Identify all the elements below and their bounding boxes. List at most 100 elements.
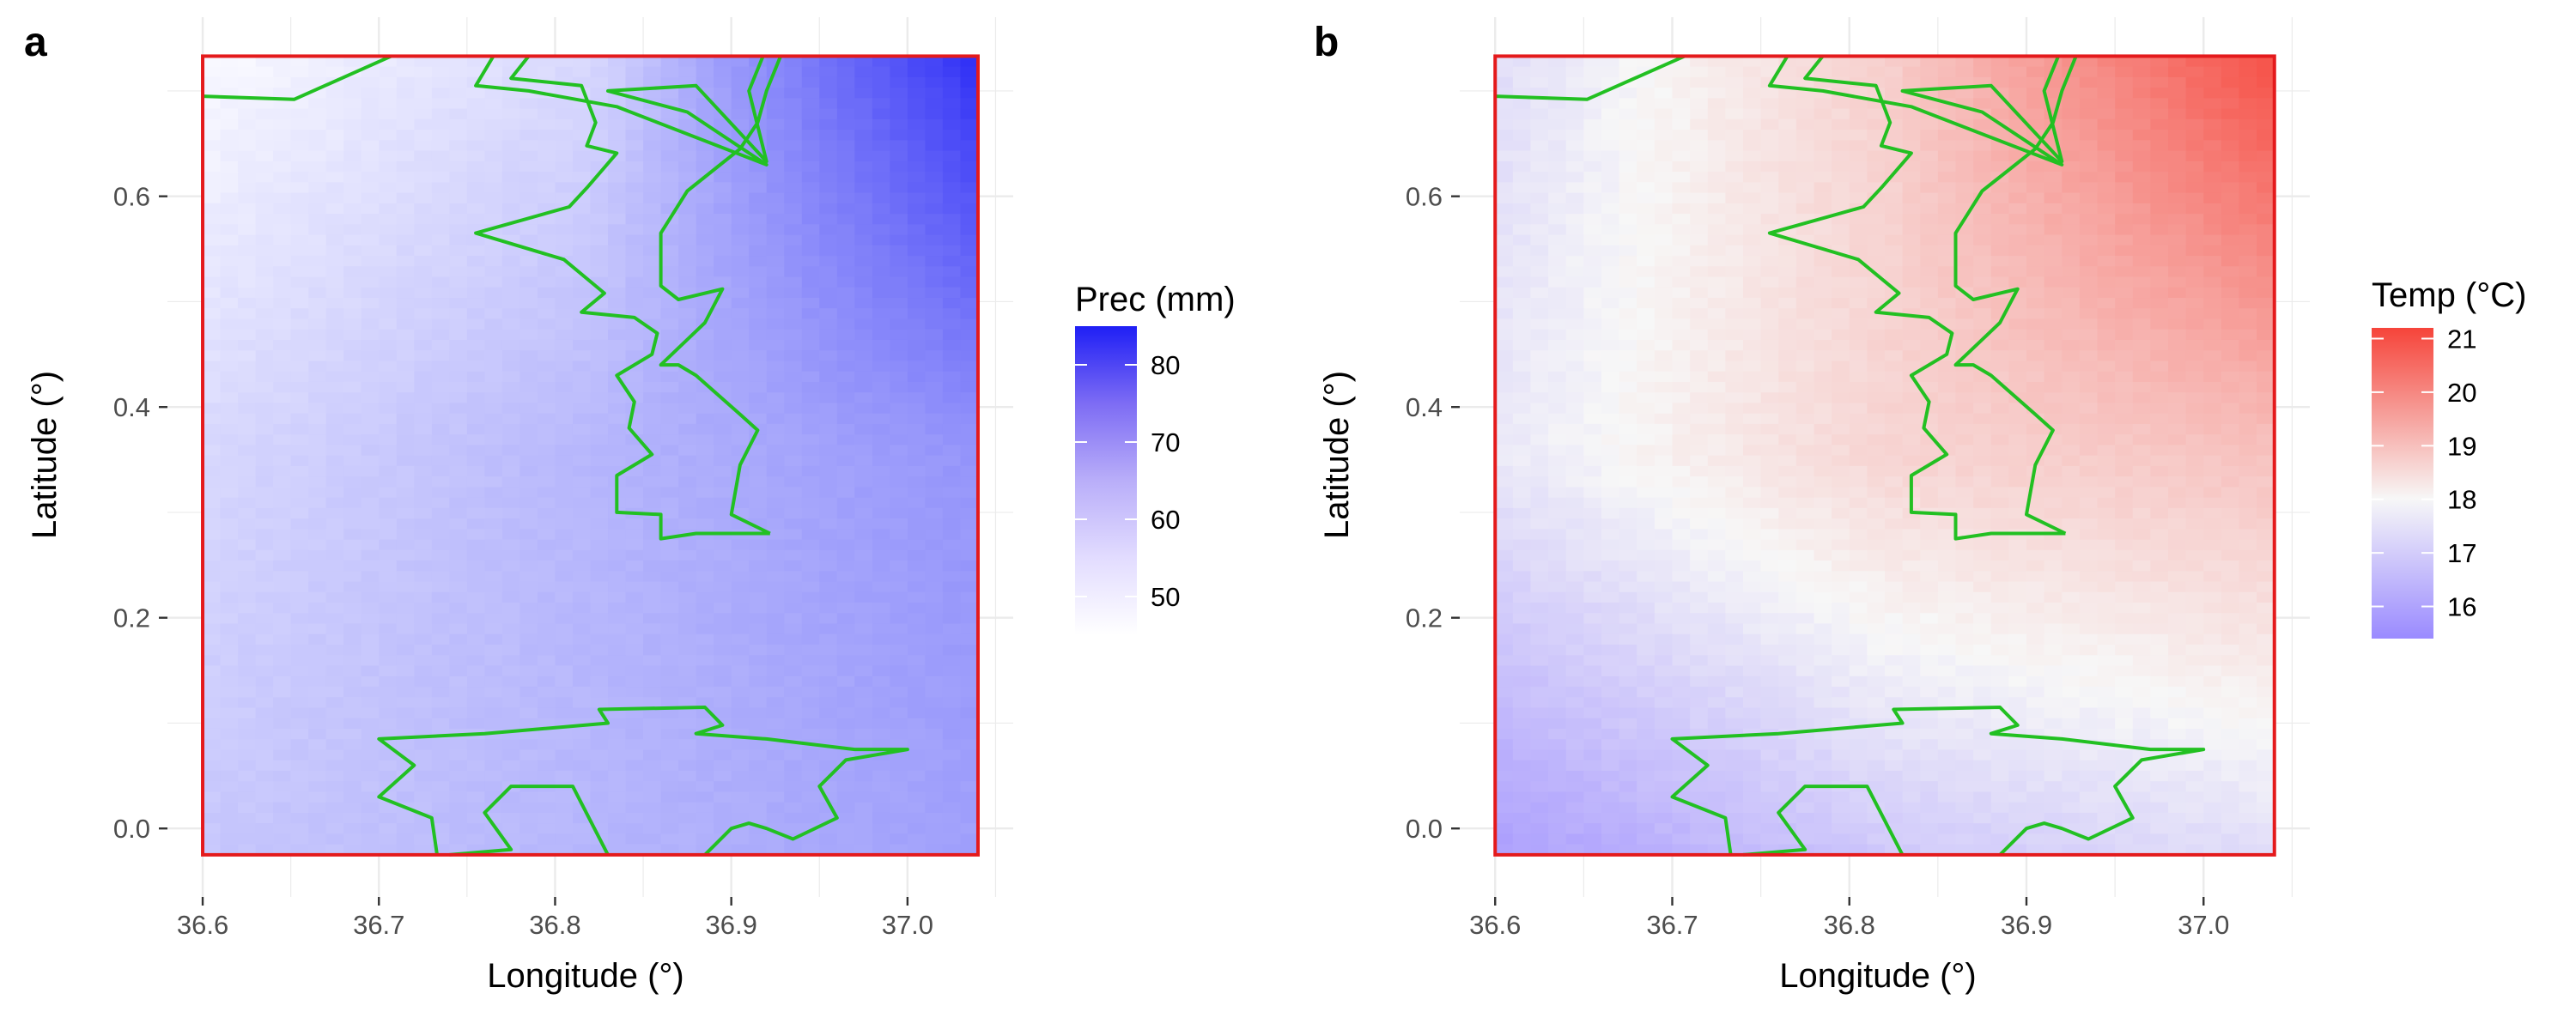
heatmap-cell — [2079, 203, 2099, 215]
heatmap-cell — [2115, 234, 2134, 246]
heatmap-cell — [1690, 392, 1709, 404]
heatmap-cell — [1990, 234, 2009, 246]
heatmap-cell — [1902, 108, 1921, 120]
heatmap-cell — [1690, 108, 1709, 120]
heatmap-cell — [396, 329, 415, 341]
heatmap-cell — [238, 276, 257, 288]
heatmap-cell — [1778, 245, 1797, 257]
heatmap-cell — [1778, 276, 1797, 288]
heatmap-cell — [1565, 287, 1584, 299]
heatmap-cell — [942, 445, 962, 457]
heatmap-cell — [766, 298, 785, 309]
heatmap-cell — [2150, 413, 2169, 425]
heatmap-cell — [484, 423, 503, 435]
heatmap-cell — [1832, 339, 1850, 351]
heatmap-cell — [414, 560, 433, 572]
heatmap-cell — [2257, 266, 2275, 278]
heatmap-cell — [414, 770, 433, 782]
heatmap-cell — [379, 770, 398, 782]
heatmap-cell — [2185, 224, 2204, 236]
heatmap-cell — [2185, 214, 2204, 225]
heatmap-cell — [714, 256, 732, 267]
heatmap-cell — [801, 707, 820, 719]
heatmap-cell — [1583, 318, 1602, 330]
heatmap-cell — [1832, 256, 1850, 267]
heatmap-cell — [325, 591, 344, 603]
heatmap-cell — [925, 413, 944, 425]
heatmap-cell — [872, 802, 890, 814]
heatmap-cell — [449, 392, 468, 404]
heatmap-cell — [1690, 234, 1709, 246]
heatmap-cell — [555, 371, 574, 383]
heatmap-cell — [714, 161, 732, 173]
heatmap-cell — [836, 833, 855, 845]
heatmap-cell — [2044, 224, 2063, 236]
heatmap-cell — [784, 676, 803, 688]
heatmap-cell — [714, 308, 732, 320]
heatmap-cell — [1565, 192, 1584, 204]
heatmap-cell — [678, 88, 697, 99]
heatmap-cell — [519, 623, 538, 635]
heatmap-cell — [1690, 192, 1709, 204]
heatmap-cell — [2062, 329, 2081, 341]
heatmap-cell — [2079, 256, 2099, 267]
heatmap-cell — [714, 697, 732, 709]
heatmap-cell — [572, 287, 592, 299]
heatmap-cell — [238, 833, 257, 845]
heatmap-cell — [590, 434, 609, 446]
heatmap-cell — [872, 234, 890, 246]
heatmap-cell — [1707, 203, 1726, 215]
heatmap-cell — [819, 760, 838, 772]
heatmap-cell — [643, 245, 662, 257]
heatmap-cell — [819, 329, 838, 341]
heatmap-cell — [1885, 88, 1904, 99]
heatmap-cell — [449, 549, 468, 561]
heatmap-cell — [608, 560, 627, 572]
heatmap-cell — [2079, 130, 2099, 141]
heatmap-cell — [2239, 76, 2257, 88]
heatmap-cell — [836, 108, 855, 120]
heatmap-cell — [325, 645, 344, 656]
heatmap-cell — [714, 182, 732, 194]
heatmap-cell — [220, 665, 239, 677]
heatmap-cell — [449, 507, 468, 519]
heatmap-cell — [555, 823, 574, 835]
heatmap-cell — [1548, 98, 1567, 110]
heatmap-cell — [2168, 308, 2187, 320]
heatmap-cell — [890, 623, 908, 635]
heatmap-cell — [625, 56, 644, 68]
heatmap-cell — [290, 224, 309, 236]
heatmap-cell — [203, 381, 222, 393]
heatmap-cell — [907, 529, 926, 541]
heatmap-cell — [890, 256, 908, 267]
heatmap-cell — [431, 749, 450, 761]
heatmap-cell — [1512, 287, 1532, 299]
heatmap-cell — [1707, 182, 1726, 194]
heatmap-cell — [396, 371, 415, 383]
heatmap-cell — [749, 360, 768, 373]
heatmap-cell — [2079, 245, 2099, 257]
heatmap-cell — [537, 487, 556, 499]
heatmap-cell — [555, 172, 574, 183]
heatmap-cell — [942, 350, 962, 362]
heatmap-cell — [925, 455, 944, 467]
heatmap-cell — [942, 571, 962, 583]
heatmap-cell — [238, 707, 257, 719]
heatmap-cell — [537, 603, 556, 614]
heatmap-cell — [1548, 203, 1567, 215]
heatmap-cell — [731, 76, 750, 88]
heatmap-cell — [2150, 266, 2169, 278]
heatmap-cell — [1743, 308, 1762, 320]
heatmap-cell — [1955, 234, 1974, 246]
heatmap-cell — [872, 529, 890, 541]
heatmap-cell — [942, 172, 962, 183]
heatmap-cell — [325, 770, 344, 782]
heatmap-cell — [414, 603, 433, 614]
heatmap-cell — [2168, 161, 2187, 173]
heatmap-cell — [2044, 245, 2063, 257]
heatmap-cell — [379, 150, 398, 162]
heatmap-cell — [1690, 350, 1709, 362]
heatmap-cell — [273, 476, 292, 488]
heatmap-cell — [519, 739, 538, 751]
heatmap-cell — [572, 161, 592, 173]
